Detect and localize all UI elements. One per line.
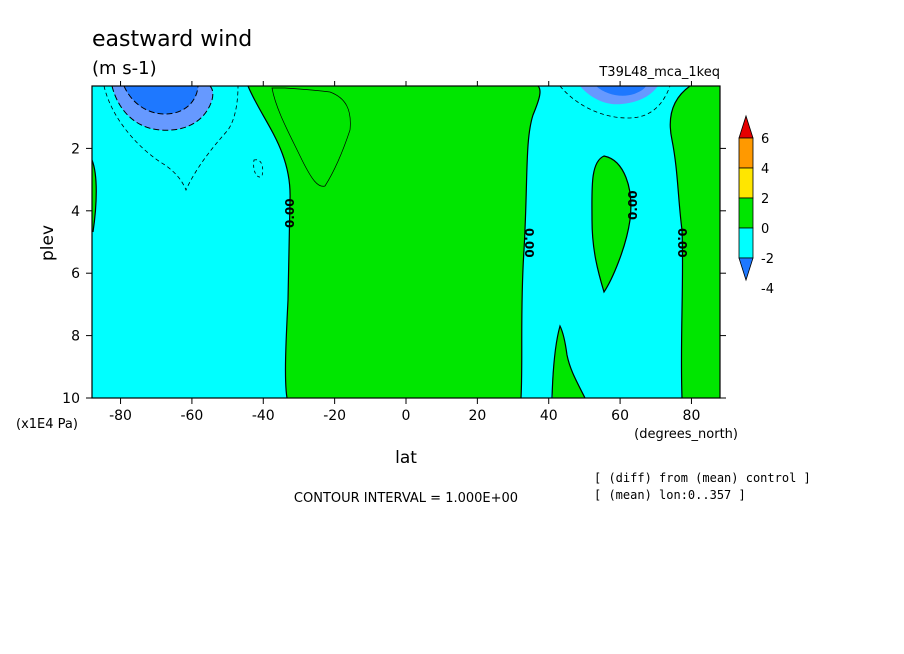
x-axis-label: lat [395,448,417,468]
plot-area: 0.00 0.00 0.00 0.00 [91,85,721,399]
colorbar-extend-bottom [738,257,754,282]
y-tick-label: 2 [71,141,80,157]
x-tick-label: 0 [402,408,411,424]
colorbar-label: -2 [761,252,774,267]
x-tick-label: 60 [611,408,629,424]
contour-label: 0.00 [283,198,297,228]
y-tick-label: 6 [71,266,80,282]
contour-negative-dashed-north [559,85,671,119]
contour-interval-text: CONTOUR INTERVAL = 1.000E+00 [294,491,518,506]
y-axis-units: (x1E4 Pa) [16,417,78,432]
colorbar-label: 0 [761,222,769,237]
y-axis: 2 4 6 8 10 [62,141,726,407]
contour-zero-island [591,155,632,294]
colorbar-segment [738,227,754,259]
region-north-island-positive [591,156,631,292]
colorbar-extend-top [738,114,754,139]
contour-zero-edge [91,159,97,233]
experiment-label: T39L48_mca_1keq [598,65,720,80]
contour-zero-northern [520,85,541,399]
note-diff: [ (diff) from (mean) control ] [594,471,811,485]
colorbar-segment [738,167,754,199]
colorbar-label: 6 [761,132,769,147]
contour-labels: 0.00 0.00 0.00 0.00 [283,190,689,257]
region-north-minimum-core [596,86,646,96]
contour-minus1-south [111,85,214,131]
x-tick-label: -60 [180,408,203,424]
y-tick-label: 4 [71,204,80,220]
contour-zero-spike [551,324,586,399]
contour-label: 0.00 [675,228,689,258]
x-axis: -80 -60 -40 -20 0 20 40 60 80 [109,81,700,424]
contour-positive-thin [271,87,351,187]
region-north-high-positive [670,86,720,398]
chart-title: eastward wind [92,27,252,52]
note-mean: [ (mean) lon:0..357 ] [594,488,746,502]
chart-units: (m s-1) [92,58,157,79]
colorbar: 6 4 2 0 -2 -4 [738,114,774,297]
contour-label: 0.00 [626,190,640,220]
colorbar-label: -4 [761,282,774,297]
x-tick-label: -20 [323,408,346,424]
colorbar-segment [738,197,754,229]
contour-zero-southern [247,85,291,399]
x-axis-units: (degrees_north) [634,427,738,442]
colorbar-label: 4 [761,162,769,177]
y-tick-label: 8 [71,329,80,345]
x-tick-label: 80 [683,408,701,424]
colorbar-segment [738,137,754,169]
x-tick-label: -40 [252,408,275,424]
x-tick-label: -80 [109,408,132,424]
contour-label: 0.00 [522,228,536,258]
x-tick-label: 20 [468,408,486,424]
y-tick-label: 10 [62,391,80,407]
contour-zero-high [669,85,691,399]
colorbar-label: 2 [761,192,769,207]
region-south-minimum-core [124,86,198,114]
region-equatorial-positive [248,86,541,398]
contour-negative-dashed-south [103,85,239,192]
x-tick-label: 40 [540,408,558,424]
y-axis-label: plev [38,225,58,261]
